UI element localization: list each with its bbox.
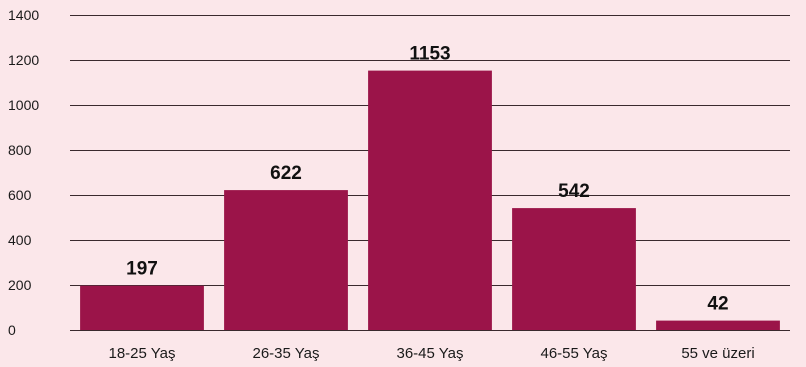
y-tick-label: 200 [8,277,32,293]
data-label-2: 622 [270,163,302,184]
x-axis-categories: 18-25 Yaş 26-35 Yaş 36-45 Yaş 46-55 Yaş 55 v… [109,345,755,362]
bar-4 [512,208,636,330]
data-labels: 197 622 1153 542 42 [126,44,728,315]
bar-1 [80,285,204,330]
y-tick-label: 1200 [8,52,39,68]
bars [80,70,780,330]
data-label-5: 42 [707,294,728,315]
y-tick-label: 400 [8,232,32,248]
y-axis-ticks: 0 200 400 600 800 1000 1200 1400 [8,7,39,338]
x-category-label-2: 26-35 Yaş [253,345,320,362]
data-label-3: 1153 [409,44,450,65]
y-tick-label: 600 [8,187,32,203]
x-category-label-1: 18-25 Yaş [109,345,176,362]
data-label-1: 197 [126,259,158,280]
y-tick-label: 0 [8,322,16,338]
y-tick-label: 800 [8,142,32,158]
y-tick-label: 1400 [8,7,39,23]
bar-2 [224,190,348,330]
bar-3 [368,70,492,330]
y-tick-label: 1000 [8,97,39,113]
x-category-label-3: 36-45 Yaş [397,345,464,362]
data-label-4: 542 [558,181,590,202]
bar-5 [656,320,780,330]
x-category-label-5: 55 ve üzeri [681,345,754,362]
x-category-label-4: 46-55 Yaş [541,345,608,362]
